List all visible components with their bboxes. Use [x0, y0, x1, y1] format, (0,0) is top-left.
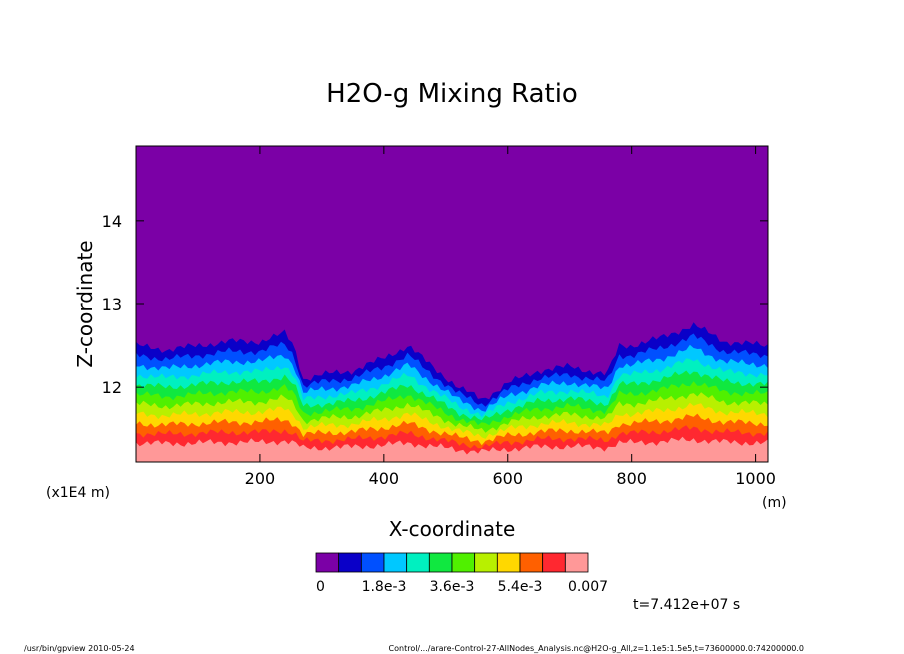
y-tick-label: 14	[102, 212, 122, 231]
x-tick-label: 1000	[735, 469, 776, 488]
colorbar-label: 1.8e-3	[362, 579, 407, 595]
colorbar-swatch	[360, 552, 385, 573]
heatmap-band	[136, 436, 768, 462]
colorbar-label: 5.4e-3	[498, 579, 543, 595]
y-tick-label: 12	[102, 378, 122, 397]
colorbar	[315, 552, 589, 573]
y-axis: 12 13 14	[102, 212, 768, 397]
colorbar-swatch	[338, 552, 362, 573]
colorbar-swatch	[315, 552, 340, 573]
y-axis-label: Z-coordinate	[73, 240, 97, 367]
colorbar-swatch	[383, 552, 408, 573]
colorbar-swatch	[451, 552, 476, 573]
x-tick-label: 800	[616, 469, 647, 488]
y-tick-label: 13	[102, 295, 122, 314]
x-unit-label: (m)	[762, 495, 787, 511]
x-tick-label: 200	[245, 469, 276, 488]
x-axis-label: X-coordinate	[389, 517, 516, 541]
x-axis: 200 400 600 800 1000	[245, 146, 776, 488]
footer-right: Control/.../arare-Control-27-AllNodes_An…	[389, 644, 804, 653]
colorbar-label: 3.6e-3	[430, 579, 475, 595]
x-tick-label: 400	[369, 469, 400, 488]
colorbar-swatch	[474, 552, 498, 573]
colorbar-swatch	[542, 552, 566, 573]
colorbar-swatch	[496, 552, 521, 573]
colorbar-swatch	[564, 552, 589, 573]
colorbar-swatch	[406, 552, 430, 573]
colorbar-label: 0.007	[568, 579, 608, 595]
colorbar-labels: 0 1.8e-3 3.6e-3 5.4e-3 0.007	[316, 579, 608, 595]
footer-left: /usr/bin/gpview 2010-05-24	[24, 644, 135, 653]
x-tick-label: 600	[492, 469, 523, 488]
colorbar-swatch	[428, 552, 453, 573]
y-unit-label: (x1E4 m)	[46, 485, 110, 501]
colorbar-label: 0	[316, 579, 325, 595]
time-label: t=7.412e+07 s	[633, 597, 740, 613]
plot-area	[136, 146, 768, 462]
chart-title: H2O-g Mixing Ratio	[326, 79, 578, 109]
colorbar-swatch	[519, 552, 544, 573]
